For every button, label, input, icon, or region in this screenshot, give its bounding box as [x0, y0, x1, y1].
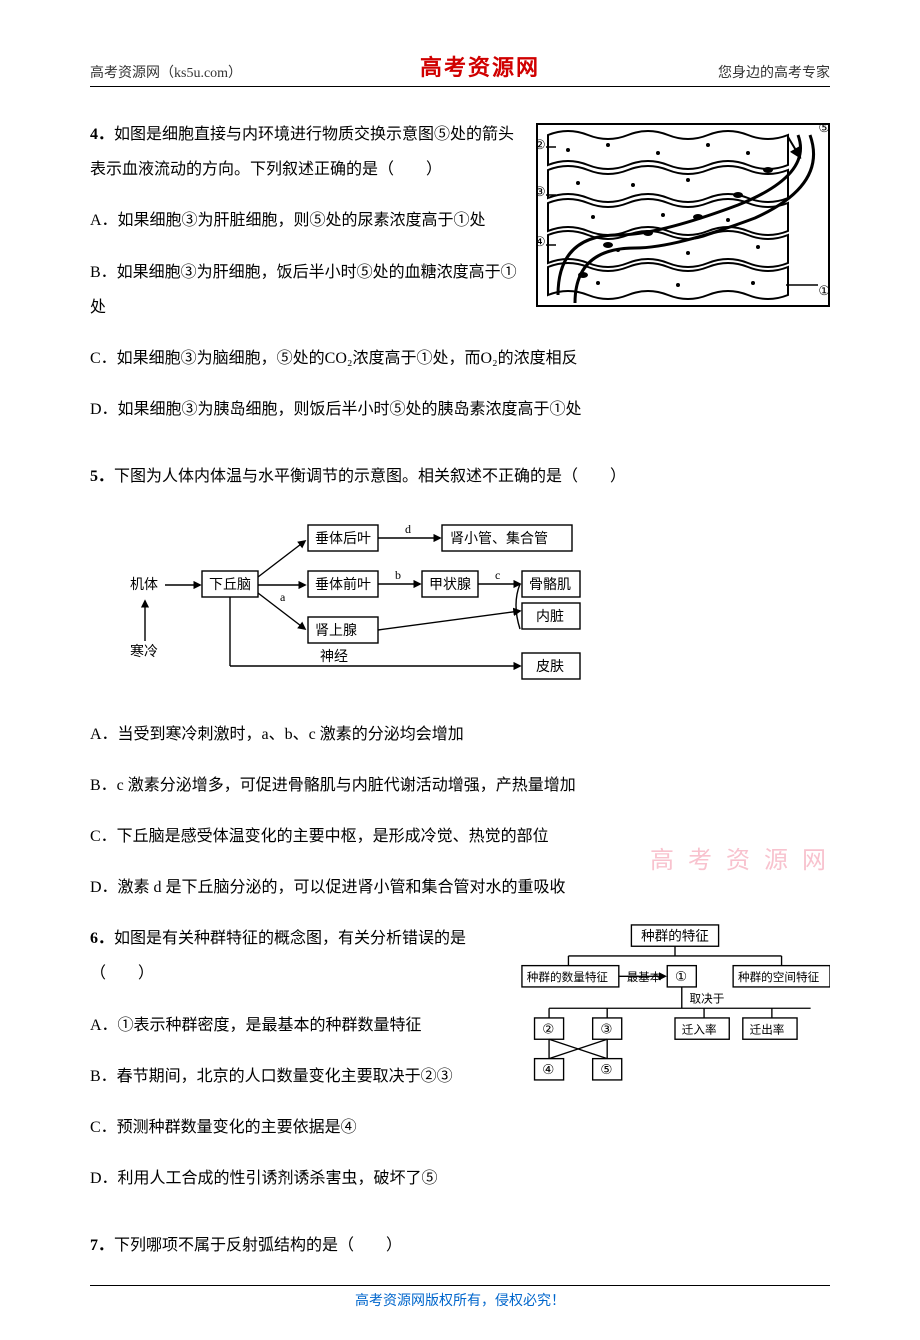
- page-header: 高考资源网（ks5u.com） 高考资源网 您身边的高考专家: [90, 50, 830, 82]
- header-source: 高考资源网（ks5u.com）: [90, 62, 242, 82]
- q5-jiti: 机体: [130, 577, 158, 593]
- q5-option-a: A．当受到寒冷刺激时，a、b、c 激素的分泌均会增加: [90, 717, 830, 752]
- header-title: 高考资源网: [420, 50, 540, 82]
- q5-cthy: 垂体后叶: [315, 531, 371, 547]
- q6-b3: ③: [600, 1022, 612, 1037]
- q5-hanleng: 寒冷: [130, 643, 158, 660]
- footer-rule: [90, 1285, 830, 1286]
- q5-stem: 5．下图为人体内体温与水平衡调节的示意图。相关叙述不正确的是（ ）: [90, 459, 830, 494]
- q7-number: 7．: [90, 1237, 114, 1254]
- q6-figure: 种群的特征 种群的数量特征 最基本 ① 种群的空间特征 取: [520, 923, 830, 1088]
- question-7: 7．下列哪项不属于反射弧结构的是（ ）: [90, 1228, 830, 1263]
- q5-d: d: [405, 522, 411, 536]
- q5-svg: 机体 寒冷 下丘脑 a 垂体后叶 d 肾小管、集合管: [120, 511, 610, 701]
- q5-figure: 机体 寒冷 下丘脑 a 垂体后叶 d 肾小管、集合管: [120, 511, 610, 701]
- q4-label-1: ①: [818, 284, 830, 297]
- q4-number: 4．: [90, 126, 114, 143]
- q4-cell-diagram: ② ③ ④ ⑤ ①: [536, 123, 830, 307]
- question-4: ② ③ ④ ⑤ ① 4．如图是细胞直接与内环境进行物质交换示意图⑤处的箭头表示血…: [90, 117, 830, 443]
- header-rule: [90, 86, 830, 87]
- header-slogan: 您身边的高考专家: [718, 62, 830, 82]
- q6-b4: ④: [542, 1062, 554, 1077]
- q4-svg: [538, 125, 828, 305]
- q5-b: b: [395, 568, 401, 582]
- q5-nz: 内脏: [536, 609, 564, 625]
- q4-option-d: D．如果细胞③为胰岛细胞，则饭后半小时⑤处的胰岛素浓度高于①处: [90, 392, 830, 427]
- question-5: 5．下图为人体内体温与水平衡调节的示意图。相关叙述不正确的是（ ） 机体 寒冷 …: [90, 459, 830, 905]
- q6-top: 种群的特征: [641, 929, 709, 944]
- q5-stem-text: 下图为人体内体温与水平衡调节的示意图。相关叙述不正确的是（ ）: [114, 468, 626, 485]
- q5-jzx: 甲状腺: [429, 577, 471, 593]
- q5-xqn: 下丘脑: [209, 577, 251, 593]
- q6-sl: 种群的数量特征: [527, 970, 609, 984]
- q5-a: a: [280, 590, 286, 604]
- q6-option-c: C．预测种群数量变化的主要依据是④: [90, 1110, 830, 1145]
- q6-zjb: 最基本: [627, 970, 662, 984]
- q7-stem: 7．下列哪项不属于反射弧结构的是（ ）: [90, 1228, 830, 1263]
- q7-stem-text: 下列哪项不属于反射弧结构的是（ ）: [114, 1237, 402, 1254]
- q6-qjy: 取决于: [690, 993, 725, 1006]
- q6-qcl: 迁出率: [750, 1023, 785, 1037]
- q6-number: 6．: [90, 930, 114, 947]
- q4-figure: ② ③ ④ ⑤ ①: [536, 123, 830, 307]
- q6-svg: 种群的特征 种群的数量特征 最基本 ① 种群的空间特征 取: [520, 923, 830, 1088]
- q6-b2: ②: [542, 1022, 554, 1037]
- q6-b1: ①: [675, 969, 687, 984]
- q5-shenjing: 神经: [320, 649, 348, 665]
- footer-copyright: 高考资源网版权所有，侵权必究！: [0, 1290, 920, 1310]
- q5-option-c: C．下丘脑是感受体温变化的主要中枢，是形成冷觉、热觉的部位: [90, 819, 830, 854]
- q5-ssx: 肾上腺: [315, 623, 357, 639]
- q5-sxg: 肾小管、集合管: [450, 530, 548, 547]
- q4-stem-text: 如图是细胞直接与内环境进行物质交换示意图⑤处的箭头表示血液流动的方向。下列叙述正…: [90, 126, 514, 178]
- q5-pf: 皮肤: [536, 659, 564, 675]
- q6-b5: ⑤: [600, 1062, 612, 1077]
- q6-stem-text: 如图是有关种群特征的概念图，有关分析错误的是（ ）: [90, 930, 466, 982]
- q5-ctqy: 垂体前叶: [315, 576, 371, 593]
- q5-option-b: B．c 激素分泌增多，可促进骨骼肌与内脏代谢活动增强，产热量增加: [90, 768, 830, 803]
- q4-option-c: C．如果细胞③为脑细胞，⑤处的CO₂浓度高于①处，而O₂的浓度相反: [90, 341, 830, 376]
- document-page: 高考资源网（ks5u.com） 高考资源网 您身边的高考专家: [0, 0, 920, 1340]
- q6-qrl: 迁入率: [682, 1023, 717, 1037]
- q4-label-3: ③: [536, 185, 546, 198]
- question-6: 种群的特征 种群的数量特征 最基本 ① 种群的空间特征 取: [90, 921, 830, 1212]
- q4-label-5: ⑤: [818, 123, 830, 134]
- q5-ggj: 骨骼肌: [529, 577, 571, 593]
- q5-c: c: [495, 568, 500, 582]
- q4-label-2: ②: [536, 138, 546, 151]
- q5-number: 5．: [90, 468, 114, 485]
- q6-option-d: D．利用人工合成的性引诱剂诱杀害虫，破坏了⑤: [90, 1161, 830, 1196]
- q4-label-4: ④: [536, 235, 546, 248]
- q5-option-d: D．激素 d 是下丘脑分泌的，可以促进肾小管和集合管对水的重吸收: [90, 870, 830, 905]
- q6-kj: 种群的空间特征: [738, 970, 820, 984]
